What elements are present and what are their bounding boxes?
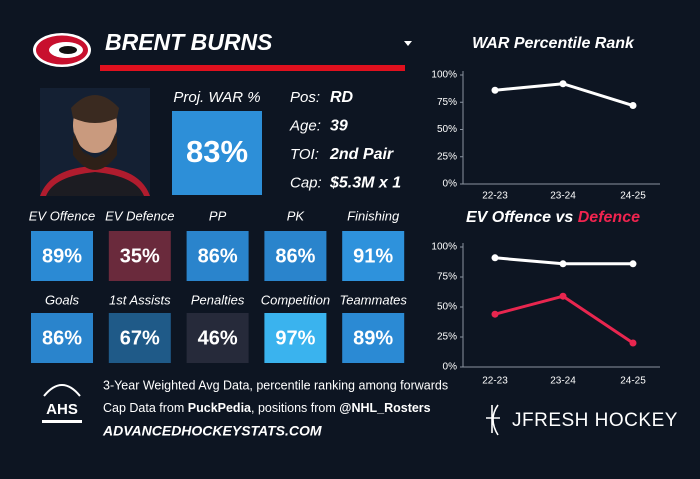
data-point	[629, 339, 637, 347]
bio-value: 2nd Pair	[329, 146, 394, 163]
tile-value: 91%	[353, 245, 393, 267]
chart-title: WAR Percentile Rank	[472, 35, 635, 52]
tile-value: 86%	[42, 327, 82, 349]
bio-label: TOI:	[290, 146, 319, 163]
tile-value: 86%	[198, 245, 238, 267]
x-tick-label: 24-25	[620, 191, 646, 202]
credit-text: , positions from	[251, 401, 336, 415]
bio-label: Age:	[289, 117, 321, 134]
tile-label: 1st Assists	[109, 292, 171, 307]
tile-label: Competition	[261, 292, 330, 307]
ahs-logo: AHS	[42, 384, 82, 423]
bio-value: 39	[330, 118, 348, 135]
tile-label: Teammates	[339, 292, 407, 307]
chart-title-highlight: Defence	[578, 209, 640, 226]
name-underline	[100, 65, 405, 71]
bio-label: Cap:	[290, 174, 322, 191]
data-point	[559, 80, 567, 88]
tile-value: 86%	[275, 245, 315, 267]
tile-label: PP	[209, 208, 227, 223]
credit-text: Cap Data from	[103, 401, 184, 415]
tile-label: PK	[287, 208, 306, 223]
tile-box	[342, 313, 405, 363]
data-point	[491, 310, 499, 318]
footer-site: ADVANCEDHOCKEYSTATS.COM	[102, 423, 322, 439]
data-point	[491, 86, 499, 94]
y-tick-label: 0%	[443, 362, 458, 373]
summary-label: Proj. WAR %	[173, 89, 260, 106]
tile-box	[186, 313, 249, 363]
y-tick-label: 75%	[437, 97, 457, 108]
tile-value: 89%	[353, 327, 393, 349]
x-tick-label: 23-24	[550, 191, 576, 202]
tile-label: EV Defence	[105, 208, 174, 223]
data-point	[629, 102, 637, 110]
y-tick-label: 75%	[437, 272, 457, 283]
bio-value: $5.3M x 1	[329, 175, 401, 192]
tile-value: 67%	[120, 327, 160, 349]
chart-title-text: EV Offence vs	[466, 209, 573, 226]
credit-source: PuckPedia	[188, 401, 252, 415]
footer-note: 3-Year Weighted Avg Data, percentile ran…	[103, 378, 448, 392]
tile-value: 89%	[42, 245, 82, 267]
chart-title: EV Offence vs Defence	[466, 209, 640, 226]
player-name: BRENT BURNS	[105, 29, 273, 55]
brand-icon	[486, 404, 500, 436]
tile-box	[264, 313, 327, 363]
tile-value: 46%	[198, 327, 238, 349]
tile-label: Finishing	[347, 208, 400, 223]
dropdown-arrow[interactable]	[404, 41, 412, 46]
data-point	[629, 260, 637, 268]
footer-credit: Cap Data from PuckPedia, positions from …	[103, 401, 431, 415]
credit-source: @NHL_Rosters	[339, 401, 430, 415]
y-tick-label: 50%	[437, 302, 457, 313]
x-tick-label: 22-23	[482, 191, 508, 202]
summary-value: 83%	[186, 134, 248, 169]
tile-value: 35%	[120, 245, 160, 267]
tile-box	[108, 231, 171, 281]
tile-box	[186, 231, 249, 281]
bio-value: RD	[330, 89, 354, 106]
tile-box	[342, 231, 405, 281]
data-point	[559, 292, 567, 300]
y-tick-label: 25%	[437, 151, 457, 162]
tile-label: EV Offence	[29, 208, 95, 223]
tile-box	[31, 313, 93, 363]
y-tick-label: 50%	[437, 124, 457, 135]
bio-label: Pos:	[290, 89, 320, 106]
tile-label: Penalties	[191, 292, 245, 307]
player-photo	[40, 88, 150, 196]
tile-label: Goals	[45, 292, 79, 307]
brand-name: JFRESH HOCKEY	[512, 410, 678, 431]
y-tick-label: 0%	[443, 179, 458, 190]
data-point	[491, 254, 499, 262]
y-tick-label: 100%	[431, 70, 457, 81]
summary-box	[172, 111, 262, 195]
team-logo	[33, 33, 91, 67]
tile-box	[31, 231, 93, 281]
y-tick-label: 25%	[437, 332, 457, 343]
x-tick-label: 24-25	[620, 376, 646, 387]
chart-title-text: WAR Percentile Rank	[472, 35, 635, 52]
tile-value: 97%	[275, 327, 315, 349]
x-tick-label: 22-23	[482, 376, 508, 387]
data-point	[559, 260, 567, 268]
y-tick-label: 100%	[431, 242, 457, 253]
ahs-logo-text: AHS	[46, 401, 78, 418]
tile-box	[264, 231, 327, 281]
x-tick-label: 23-24	[550, 376, 576, 387]
tile-box	[108, 313, 171, 363]
